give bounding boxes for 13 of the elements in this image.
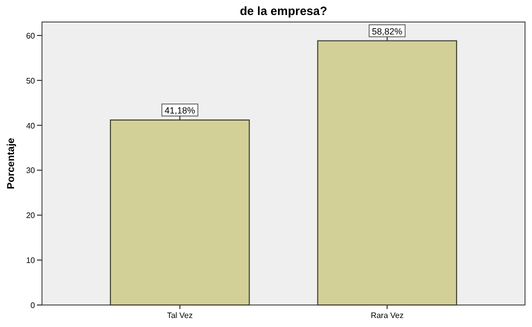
x-tick-label: Rara Vez (370, 311, 404, 320)
y-axis-title: Porcentaje (6, 138, 17, 190)
y-tick-label: 20 (26, 211, 36, 220)
chart-title: de la empresa? (240, 4, 328, 18)
y-tick-label: 10 (26, 256, 36, 266)
y-tick-label: 60 (26, 31, 36, 40)
y-tick-label: 50 (26, 76, 36, 86)
y-tick-label: 0 (30, 301, 36, 310)
data-label: 58,82% (372, 26, 402, 36)
y-tick-label: 40 (26, 121, 36, 130)
x-tick-label: Tal Vez (166, 311, 193, 320)
data-label: 41,18% (164, 106, 196, 116)
y-tick-label: 30 (26, 166, 36, 176)
